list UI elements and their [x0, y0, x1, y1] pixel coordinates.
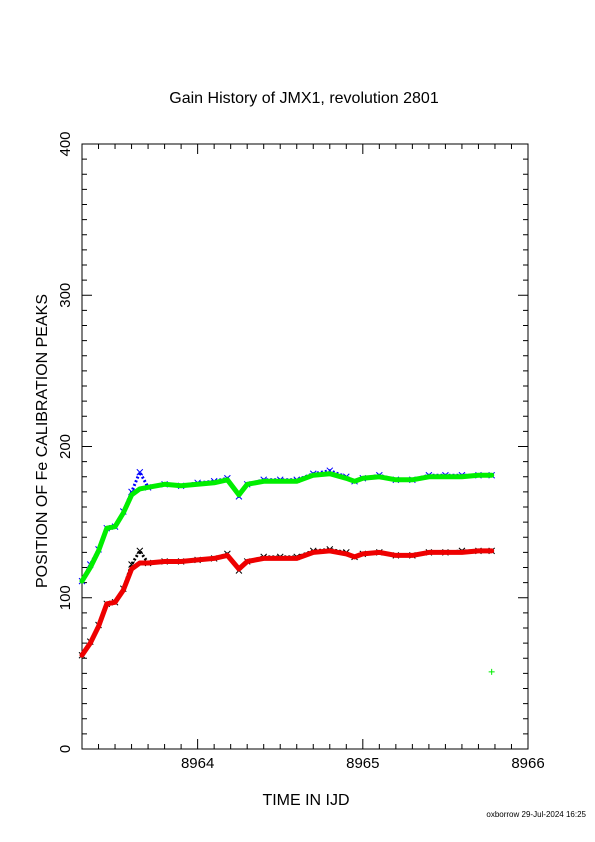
y-tick-label: 0 — [57, 745, 74, 753]
x-tick-label: 8964 — [181, 755, 214, 772]
series-2 — [79, 471, 495, 584]
chart-title: Gain History of JMX1, revolution 2801 — [169, 90, 439, 107]
series-line — [79, 471, 495, 584]
x-axis-label: TIME IN IJD — [262, 792, 349, 809]
series-layer — [78, 467, 496, 675]
y-tick-label: 100 — [57, 585, 74, 610]
outlier-point — [488, 668, 495, 675]
plot-frame — [81, 143, 529, 750]
series-line — [79, 548, 495, 658]
series-0 — [78, 467, 496, 585]
y-axis-label: POSITION OF Fe CALIBRATION PEAKS — [34, 294, 51, 588]
data-point — [136, 468, 144, 476]
axis-ticks — [81, 143, 529, 750]
x-tick-label: 8965 — [346, 755, 379, 772]
tick-labels: 0 100 200 300 400 8964 8965 8966 — [57, 131, 545, 772]
footer-stamp: oxborrow 29-Jul-2024 16:25 — [486, 810, 586, 819]
data-point — [136, 547, 144, 555]
series-3 — [79, 548, 495, 658]
x-tick-label: 8966 — [511, 755, 544, 772]
y-tick-label: 300 — [57, 283, 74, 308]
y-tick-label: 200 — [57, 434, 74, 459]
y-tick-label: 400 — [57, 131, 74, 156]
